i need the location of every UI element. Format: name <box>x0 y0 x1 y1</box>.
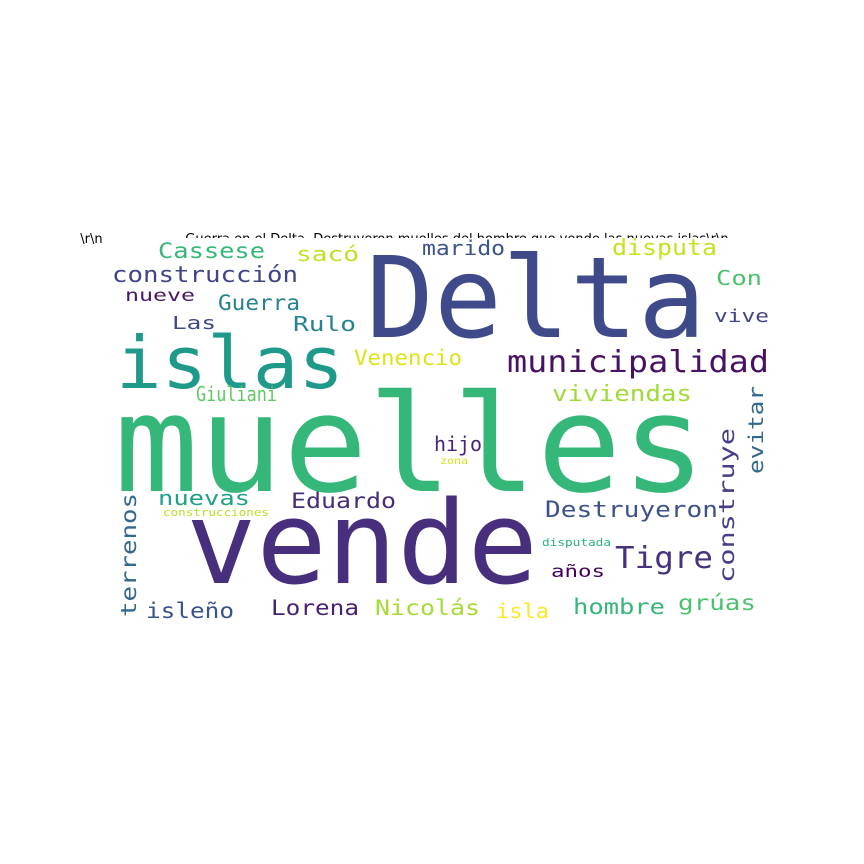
word-vive: vive <box>714 306 769 327</box>
word-venencio: Venencio <box>354 346 462 370</box>
word-zona: zona <box>440 456 468 467</box>
word-construcciones: construcciones <box>163 506 269 519</box>
word-marido: marido <box>422 238 505 260</box>
word-cloud: muelles vende Delta islas municipalidad Tigre… <box>108 238 774 634</box>
word-rulo: Rulo <box>293 312 356 336</box>
word-muelles: muelles <box>114 366 706 523</box>
word-nueve: nueve <box>125 286 195 306</box>
word-destruyeron: Destruyeron <box>545 498 718 523</box>
word-municipalidad: municipalidad <box>507 345 769 380</box>
word-terrenos: terrenos <box>117 493 141 617</box>
word-cassese: Cassese <box>158 239 265 263</box>
word-con: Con <box>716 266 762 290</box>
word-tigre: Tigre <box>615 541 713 576</box>
word-a-os: años <box>551 562 605 582</box>
word-nuevas: nuevas <box>158 486 250 510</box>
word-lorena: Lorena <box>271 596 359 620</box>
word-disputa: disputa <box>612 238 717 261</box>
word-gr-as: grúas <box>678 591 756 615</box>
word-las: Las <box>172 313 216 334</box>
word-viviendas: viviendas <box>552 382 692 407</box>
word-construcci-n: construcción <box>112 263 298 288</box>
word-isla: isla <box>496 599 549 623</box>
word-nicol-s: Nicolás <box>375 596 480 620</box>
word-guerra: Guerra <box>218 291 300 315</box>
word-vende: vende <box>186 477 538 611</box>
word-islas: islas <box>116 321 344 405</box>
word-evitar: evitar <box>744 386 768 474</box>
word-hijo: hijo <box>434 432 482 456</box>
word-eduardo: Eduardo <box>291 489 396 513</box>
word-construye: construye <box>715 428 739 583</box>
title-prefix: \r\n <box>80 232 103 247</box>
word-hombre: hombre <box>573 595 665 619</box>
word-sac-: sacó <box>296 242 359 266</box>
word-disputada: disputada <box>542 536 611 549</box>
word-isle-o: isleño <box>146 599 234 623</box>
word-giuliani: Giuliani <box>196 382 277 406</box>
word-delta: Delta <box>366 238 706 364</box>
